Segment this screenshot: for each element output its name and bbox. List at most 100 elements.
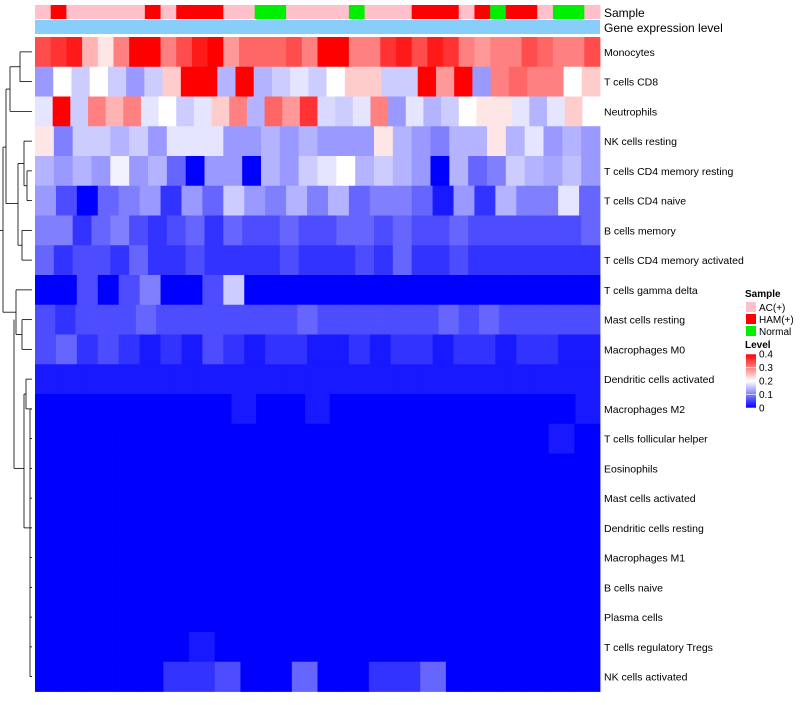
- heatmap-cell: [495, 334, 517, 365]
- heatmap-cell: [97, 37, 114, 68]
- heatmap-cell: [508, 66, 528, 97]
- heatmap-cell: [86, 483, 113, 514]
- heatmap-cell: [368, 572, 395, 603]
- heatmap-cell: [420, 661, 447, 692]
- heatmap-cell: [86, 513, 113, 544]
- heatmap-cell: [112, 602, 139, 633]
- row-label: Dendritic cells resting: [604, 523, 704, 535]
- heatmap-cell: [57, 364, 81, 395]
- heatmap-cell: [246, 96, 265, 127]
- heatmap-cell: [264, 96, 283, 127]
- heatmap-cell: [279, 245, 300, 276]
- colorbar-tick-label: 0.2: [759, 377, 773, 388]
- row-label: T cells regulatory Tregs: [604, 642, 713, 654]
- heatmap-cell: [449, 126, 469, 157]
- heatmap-cell: [97, 185, 120, 216]
- heatmap-cell: [509, 364, 533, 395]
- sample-annotation-cell: [239, 5, 256, 19]
- heatmap-cell: [522, 632, 550, 663]
- row-label: Mast cells resting: [604, 315, 685, 327]
- heatmap-cell: [129, 215, 149, 246]
- heatmap-cell: [86, 661, 113, 692]
- heatmap-cell: [261, 215, 281, 246]
- heatmap-cell: [368, 423, 395, 454]
- heatmap-cell: [53, 66, 72, 97]
- row-label: T cells CD4 naive: [604, 196, 686, 208]
- heatmap-cell: [562, 245, 582, 276]
- heatmap-cell: [430, 126, 450, 157]
- sample-annotation-cell: [552, 5, 570, 19]
- heatmap-cell: [529, 96, 548, 127]
- heatmap-cell: [445, 423, 472, 454]
- heatmap-cell: [317, 245, 337, 276]
- heatmap-cell: [55, 275, 78, 306]
- heatmap-cell: [468, 215, 488, 246]
- row-label: Eosinophils: [604, 463, 658, 475]
- heatmap-cell: [490, 66, 510, 97]
- heatmap-cell: [327, 275, 350, 306]
- heatmap-cell: [158, 96, 177, 127]
- heatmap-cell: [548, 572, 575, 603]
- heatmap-cell: [392, 156, 413, 187]
- heatmap-cell: [240, 483, 267, 514]
- heatmap-cell: [236, 304, 258, 335]
- heatmap-cell: [579, 185, 601, 216]
- heatmap-cell: [317, 304, 339, 335]
- heatmap-cell: [206, 394, 232, 425]
- heatmap-cell: [35, 542, 62, 573]
- sample-annotation-cell: [113, 5, 130, 19]
- heatmap-cell: [53, 215, 74, 246]
- sample-annotation-cell: [50, 5, 67, 19]
- heatmap-cell: [91, 245, 111, 276]
- heatmap-cell: [176, 304, 197, 335]
- row-label: NK cells activated: [604, 672, 688, 684]
- heatmap-cell: [548, 453, 575, 484]
- row-label: Dendritic cells activated: [604, 374, 714, 386]
- heatmap-cell: [548, 483, 575, 514]
- row-label: Mast cells activated: [604, 493, 696, 505]
- heatmap-cell: [357, 304, 379, 335]
- heatmap-cell: [148, 156, 168, 187]
- heatmap-cell: [328, 364, 352, 395]
- heatmap-cell: [430, 156, 450, 187]
- heatmap-cell: [548, 661, 575, 692]
- heatmap-cell: [266, 483, 293, 514]
- heatmap-cell: [286, 334, 308, 365]
- heatmap-cell: [265, 275, 287, 306]
- heatmap-cell: [581, 245, 601, 276]
- heatmap-cell: [202, 275, 224, 306]
- sample-annotation-cell: [458, 5, 475, 19]
- heatmap-cell: [266, 453, 293, 484]
- heatmap-cell: [163, 632, 190, 663]
- heatmap-cell: [215, 364, 239, 395]
- heatmap-cell: [559, 304, 581, 335]
- heatmap-cell: [380, 37, 397, 68]
- legend-sample-title: Sample: [745, 289, 781, 300]
- heatmap-cell: [35, 661, 62, 692]
- heatmap-cell: [35, 185, 57, 216]
- heatmap-cell: [60, 632, 87, 663]
- sample-annotation-cell: [82, 5, 99, 19]
- row-label: Neutrophils: [604, 106, 657, 118]
- heatmap-cell: [223, 275, 245, 306]
- heatmap-cell: [474, 185, 496, 216]
- heatmap-cell: [301, 37, 318, 68]
- heatmap-cell: [70, 96, 89, 127]
- heatmap-cell: [336, 215, 356, 246]
- heatmap-cell: [471, 483, 498, 514]
- heatmap-cell: [176, 37, 193, 68]
- heatmap-cell: [137, 453, 164, 484]
- heatmap-cell: [499, 304, 520, 335]
- heatmap-cell: [394, 632, 421, 663]
- heatmap-cell: [189, 453, 216, 484]
- heatmap-cell: [336, 245, 356, 276]
- heatmap-cell: [369, 334, 392, 365]
- row-label: Macrophages M0: [604, 344, 685, 356]
- heatmap-cell: [388, 96, 407, 127]
- heatmap-cell: [72, 126, 92, 157]
- heatmap-cell: [337, 304, 359, 335]
- row-label: B cells memory: [604, 225, 677, 237]
- heatmap-cell: [95, 304, 117, 335]
- sample-annotation-cell: [333, 5, 350, 19]
- heatmap-cell: [118, 275, 141, 306]
